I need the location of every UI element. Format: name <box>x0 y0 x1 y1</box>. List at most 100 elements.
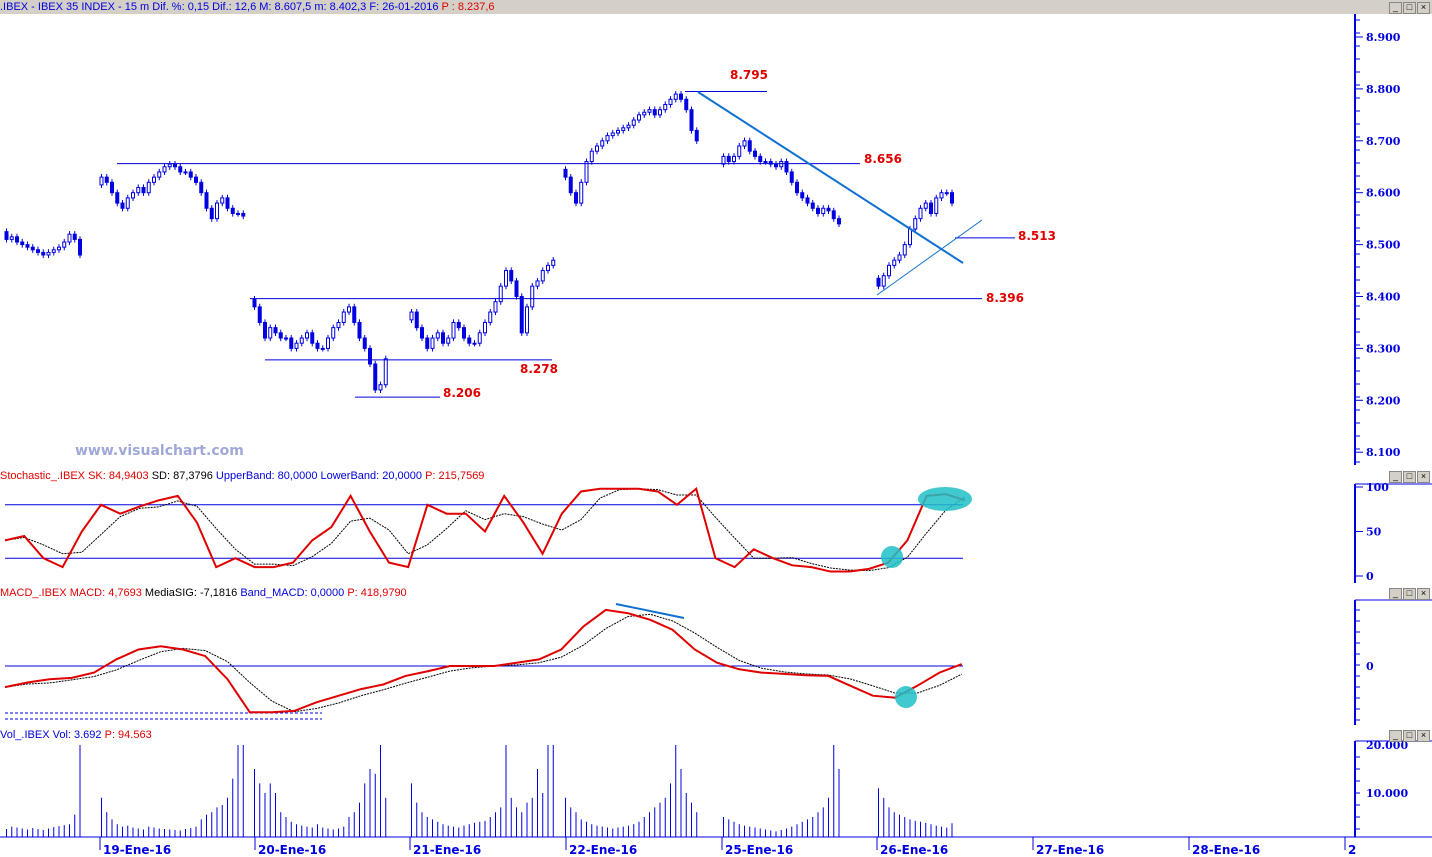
candle-up <box>923 202 928 209</box>
candle-down <box>462 327 466 339</box>
stoch-p: P: 215,7569 <box>425 470 485 482</box>
vol-name: Vol_.IBEX <box>0 729 50 741</box>
candle-down <box>805 197 810 204</box>
candle-down <box>252 298 257 308</box>
minimize-icon[interactable]: _ <box>1389 730 1402 742</box>
minimize-icon[interactable]: _ <box>1389 588 1402 600</box>
minimize-icon[interactable]: _ <box>1389 471 1402 483</box>
date-label: 21-Ene-16 <box>413 843 481 857</box>
candle-up <box>67 233 72 243</box>
candle-up <box>435 332 440 339</box>
candle-down <box>652 109 657 116</box>
price-tick-label: 8.700 <box>1366 135 1401 148</box>
close-icon[interactable]: × <box>1417 588 1430 600</box>
candle-up <box>887 264 891 277</box>
candle-up <box>383 358 388 386</box>
price-tick-label: 8.500 <box>1366 239 1401 252</box>
candle-up <box>446 337 451 344</box>
candle-up <box>9 236 14 240</box>
candle-down <box>273 327 278 334</box>
candle-up <box>162 166 167 173</box>
candle-down <box>357 321 362 339</box>
level-label: 8.513 <box>1018 229 1056 243</box>
vol-tick-label: 10.000 <box>1366 787 1408 800</box>
candle-up <box>881 275 886 287</box>
candle-down <box>315 342 320 349</box>
candle-up <box>57 246 61 251</box>
stoch-upper: UpperBand: 80,0000 <box>215 470 318 482</box>
candle-down <box>876 277 881 287</box>
candle-up <box>320 347 325 350</box>
candle-down <box>120 202 125 209</box>
candle-up <box>902 244 907 256</box>
minimize-icon[interactable]: _ <box>1389 2 1402 14</box>
level-label: 8.795 <box>730 68 768 82</box>
candle-up <box>305 332 309 339</box>
close-icon[interactable]: × <box>1417 471 1430 483</box>
p-label: P : 8.237,6 <box>441 1 495 13</box>
vol-tick-label: 20.000 <box>1366 739 1408 752</box>
candle-up <box>821 207 826 214</box>
candle-down <box>78 238 82 256</box>
candle-up <box>721 155 726 165</box>
candle-up <box>600 140 605 147</box>
candle-up <box>157 171 162 178</box>
volume-header: Vol_.IBEX Vol: 3.692 P: 94.563 _ □ × <box>0 728 1432 742</box>
maximize-icon[interactable]: □ <box>1403 471 1416 483</box>
candle-down <box>225 197 230 209</box>
candle-down <box>20 241 25 246</box>
candle-down <box>574 192 578 204</box>
candle-up <box>236 212 240 215</box>
close-icon[interactable]: × <box>1417 2 1430 14</box>
candle-up <box>589 150 594 163</box>
highlight-circle <box>895 686 917 708</box>
candle-up <box>732 155 736 163</box>
stoch-tick-label: 0 <box>1366 570 1374 583</box>
min-label: m: 8.402,3 <box>314 1 367 13</box>
candle-up <box>913 218 918 230</box>
candle-down <box>689 109 694 131</box>
stoch-name: Stochastic_.IBEX <box>0 470 85 482</box>
candle-up <box>46 251 51 256</box>
candle-down <box>199 181 204 194</box>
interval-label: 15 m <box>124 1 150 13</box>
candle-down <box>41 251 46 256</box>
candle-up <box>183 171 188 174</box>
candle-down <box>420 327 424 339</box>
candle-down <box>684 98 689 111</box>
candle-down <box>784 161 789 173</box>
downtrend-line <box>697 91 964 264</box>
maximize-icon[interactable]: □ <box>1403 588 1416 600</box>
candle-up <box>488 311 493 323</box>
candle-up <box>51 249 56 253</box>
candle-up <box>341 311 346 323</box>
level-label: 8.278 <box>520 362 558 376</box>
candle-down <box>795 181 799 194</box>
candle-up <box>284 337 288 340</box>
candle-down <box>36 249 40 253</box>
candle-up <box>493 301 498 313</box>
candle-up <box>430 337 435 349</box>
candle-up <box>326 337 330 349</box>
candle-down <box>414 311 419 329</box>
maximize-icon[interactable]: □ <box>1403 2 1416 14</box>
close-icon[interactable]: × <box>1417 730 1430 742</box>
candle-down <box>173 163 177 168</box>
candle-up <box>605 135 610 142</box>
maximize-icon[interactable]: □ <box>1403 730 1416 742</box>
candle-up <box>642 111 647 116</box>
price-tick-label: 8.800 <box>1366 83 1401 96</box>
date-label: 28-Ene-16 <box>1192 843 1260 857</box>
dif-label: Dif.: 12,6 <box>212 1 257 13</box>
chart-title-bar: .IBEX - IBEX 35 INDEX - 15 m Dif. %: 0,1… <box>0 0 1432 14</box>
candle-down <box>441 332 445 344</box>
candle-up <box>498 285 503 303</box>
candle-down <box>15 236 19 243</box>
candle-down <box>263 321 267 339</box>
date-label: F: 26-01-2016 <box>369 1 439 13</box>
stoch-sd-line <box>4 488 966 572</box>
candle-down <box>278 332 283 339</box>
candle-up <box>378 384 383 391</box>
symbol-label: .IBEX - IBEX 35 INDEX - <box>0 1 122 13</box>
